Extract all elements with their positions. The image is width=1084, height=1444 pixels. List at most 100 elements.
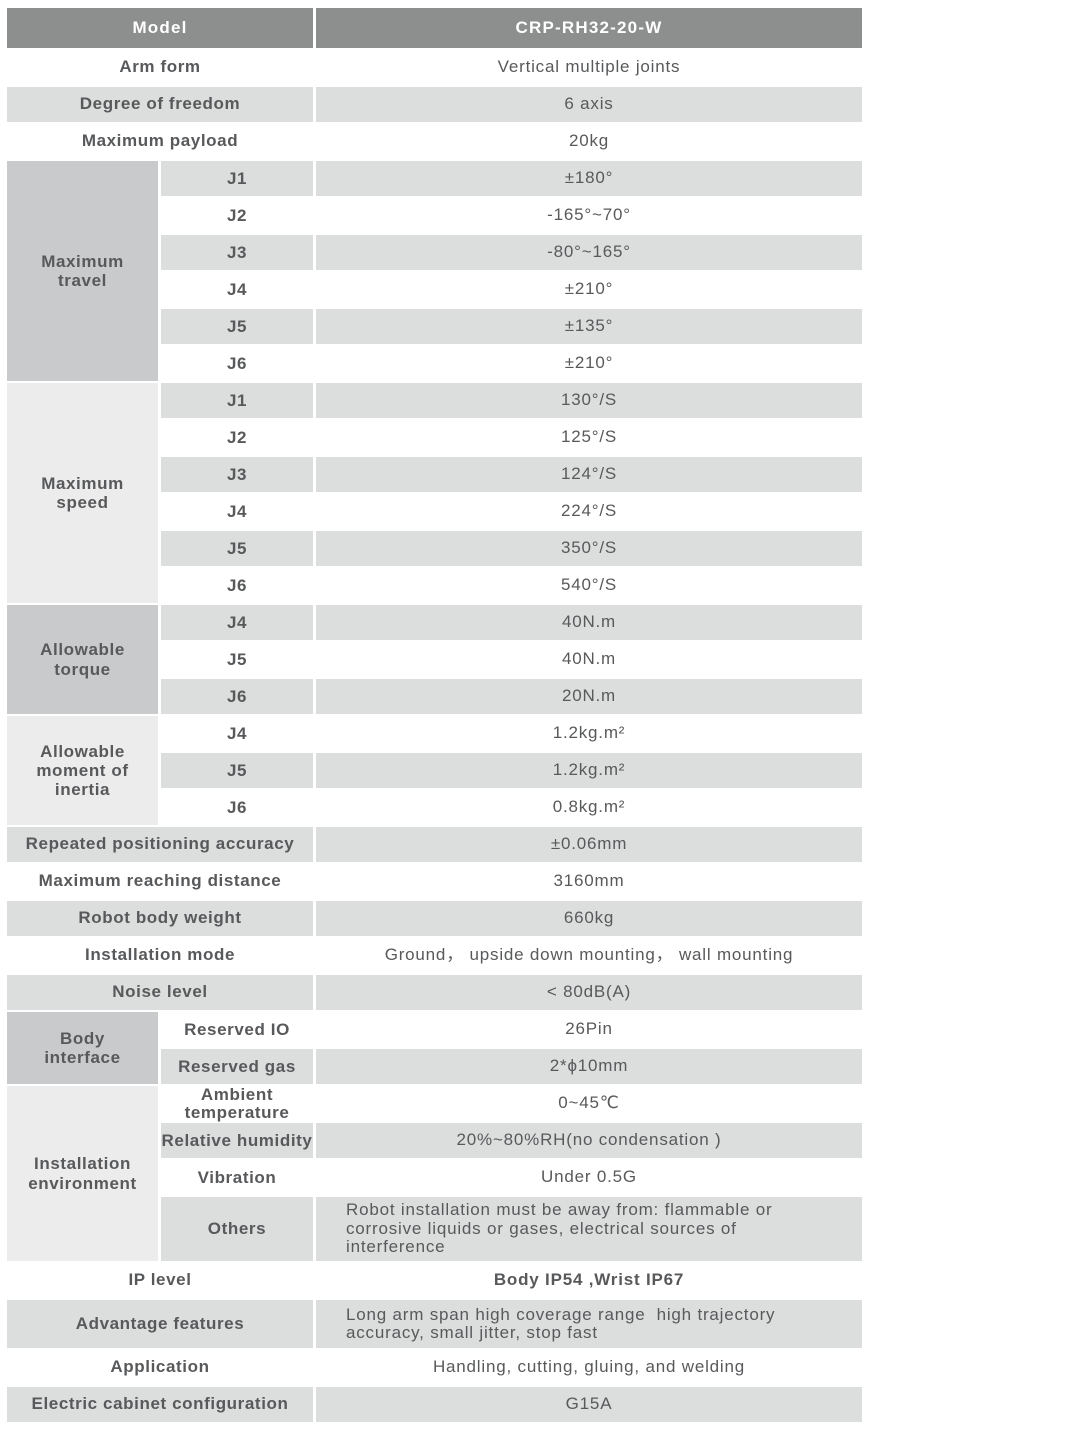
joint-label: J6 [226,353,248,373]
joint-label: J5 [226,649,248,669]
spec-row-reserved-gas: Reserved gas 2*ϕ10mm [158,1049,862,1084]
spec-row-speed-j1: J1 130°/S [158,383,862,418]
spec-row-ip-level: IP level Body IP54 ,Wrist IP67 [7,1263,862,1298]
model-label: Model [7,8,313,48]
spec-row-speed-j5: J5 350°/S [158,531,862,566]
section-maximum-travel: Maximum travel J1 ±180° J2 -165°~70° J3 … [7,161,862,383]
spec-value: ±210° [564,279,614,299]
spec-row-inertia-j4: J4 1.2kg.m² [158,716,862,751]
spec-value: 540°/S [560,575,618,595]
spec-label: Application [110,1357,210,1377]
spec-row-vibration: Vibration Under 0.5G [158,1160,862,1195]
spec-table: Model CRP-RH32-20-W Arm form Vertical mu… [7,8,862,1424]
spec-value: ±210° [564,353,614,373]
spec-value: ±0.06mm [316,827,862,862]
spec-value: < 80dB(A) [316,975,862,1010]
spec-label: Electric cabinet configuration [7,1387,313,1422]
joint-label: J6 [226,575,248,595]
spec-row-inertia-j6: J6 0.8kg.m² [158,790,862,825]
joint-label: J3 [161,457,313,492]
spec-value: 6 axis [316,87,862,122]
spec-row-application: Application Handling, cutting, gluing, a… [7,1350,862,1385]
joint-label: J2 [226,427,248,447]
spec-row-travel-j2: J2 -165°~70° [158,198,862,233]
spec-row-torque-j4: J4 40N.m [158,605,862,640]
spec-row-speed-j4: J4 224°/S [158,494,862,529]
joint-label: J1 [161,161,313,196]
section-label: Maximum speed [7,383,158,603]
spec-row-inertia-j5: J5 1.2kg.m² [158,753,862,788]
spec-row-maximum-payload: Maximum payload 20kg [7,124,862,159]
spec-value: 40N.m [561,649,617,669]
section-maximum-speed: Maximum speed J1 130°/S J2 125°/S J3 124… [7,383,862,605]
joint-label: J5 [161,531,313,566]
spec-label: Arm form [119,57,201,77]
spec-value: 350°/S [316,531,862,566]
spec-value: 124°/S [316,457,862,492]
joint-label: J2 [226,205,248,225]
spec-value: -80°~165° [316,235,862,270]
spec-label: Maximum reaching distance [38,871,282,891]
spec-value: Body IP54 ,Wrist IP67 [493,1270,685,1290]
spec-row-travel-j5: J5 ±135° [158,309,862,344]
spec-row-torque-j5: J5 40N.m [158,642,862,677]
spec-row-electric-cabinet-configuration: Electric cabinet configuration G15A [7,1387,862,1422]
spec-label: Installation mode [85,945,235,965]
spec-row-reserved-io: Reserved IO 26Pin [158,1012,862,1047]
spec-value: ±135° [316,309,862,344]
spec-value: 224°/S [560,501,618,521]
section-body-interface: Body interface Reserved IO 26Pin Reserve… [7,1012,862,1086]
spec-row-relative-humidity: Relative humidity 20%~80%RH(no condensat… [158,1123,862,1158]
spec-label: Degree of freedom [7,87,313,122]
spec-label: Robot body weight [7,901,313,936]
section-label: Body interface [7,1012,158,1084]
spec-row-degree-of-freedom: Degree of freedom 6 axis [7,87,862,122]
section-allowable-inertia: Allowable moment of inertia J4 1.2kg.m² … [7,716,862,827]
spec-label: Reserved gas [161,1049,313,1084]
spec-value: Under 0.5G [541,1167,637,1187]
spec-row-noise-level: Noise level < 80dB(A) [7,975,862,1010]
joint-label: J5 [161,753,313,788]
spec-label: IP level [128,1270,192,1290]
spec-value: G15A [316,1387,862,1422]
spec-row-torque-j6: J6 20N.m [158,679,862,714]
spec-row-speed-j3: J3 124°/S [158,457,862,492]
spec-row-repeated-positioning-accuracy: Repeated positioning accuracy ±0.06mm [7,827,862,862]
spec-label: Vibration [197,1167,277,1187]
spec-row-travel-j3: J3 -80°~165° [158,235,862,270]
joint-label: J4 [226,723,248,743]
spec-row-arm-form: Arm form Vertical multiple joints [7,50,862,85]
spec-label: Relative humidity [161,1123,313,1158]
section-label: Maximum travel [7,161,158,381]
spec-value: 0.8kg.m² [552,797,626,817]
spec-row-installation-mode: Installation mode Ground， upside down mo… [7,938,862,973]
spec-row-speed-j6: J6 540°/S [158,568,862,603]
section-installation-environment: Installation environment Ambient tempera… [7,1086,862,1263]
spec-value: 2*ϕ10mm [316,1049,862,1084]
spec-value: ±180° [316,161,862,196]
spec-row-others: Others Robot installation must be away f… [158,1197,862,1261]
spec-row-travel-j1: J1 ±180° [158,161,862,196]
spec-row-maximum-reaching-distance: Maximum reaching distance 3160mm [7,864,862,899]
spec-row-travel-j6: J6 ±210° [158,346,862,381]
spec-value: 20kg [568,131,610,151]
spec-label: Ambient temperature [184,1085,290,1122]
spec-value: 26Pin [565,1019,613,1039]
spec-value: -165°~70° [547,205,631,225]
spec-value: 125°/S [560,427,618,447]
spec-value: 20%~80%RH(no condensation ) [316,1123,862,1158]
spec-value: Vertical multiple joints [497,57,681,77]
spec-row-speed-j2: J2 125°/S [158,420,862,455]
spec-value: Handling, cutting, gluing, and welding [432,1357,746,1377]
spec-label: Repeated positioning accuracy [7,827,313,862]
model-value: CRP-RH32-20-W [316,8,862,48]
spec-value: 1.2kg.m² [552,723,626,743]
spec-value: Ground， upside down mounting， wall mount… [384,945,794,965]
spec-value: 20N.m [316,679,862,714]
joint-label: J6 [226,797,248,817]
section-label: Installation environment [7,1086,158,1261]
spec-row-advantage-features: Advantage features Long arm span high co… [7,1300,862,1348]
spec-value: 130°/S [316,383,862,418]
spec-label: Reserved IO [184,1019,290,1039]
spec-row-robot-body-weight: Robot body weight 660kg [7,901,862,936]
